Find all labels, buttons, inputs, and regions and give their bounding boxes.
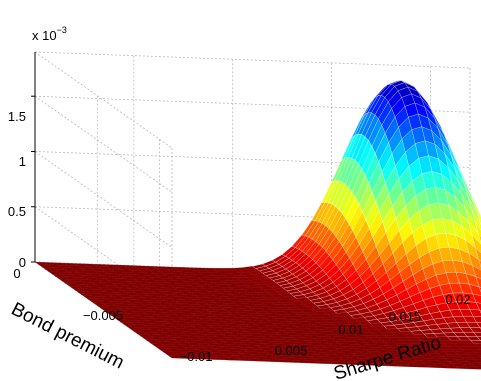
grid-line: [34, 206, 471, 224]
x-tick-label: 0.02: [445, 292, 470, 307]
grid-line: [34, 51, 173, 149]
z-tick-label: 1.5: [8, 109, 26, 124]
surface-patch: [477, 362, 481, 365]
surface-patch: [474, 359, 481, 363]
surface-patch: [471, 364, 481, 368]
y-tick-label: −0.01: [180, 349, 213, 364]
z-tick-label: 0.5: [8, 204, 26, 219]
y-tick-label: 0: [13, 266, 20, 281]
surface-patch: [470, 357, 481, 361]
surface-patch: [476, 322, 481, 328]
x-tick-label: 0.015: [389, 309, 422, 324]
surface-patch: [472, 316, 481, 323]
x-tick-label: 0.01: [338, 322, 363, 337]
surface-patch: [472, 293, 481, 304]
grid-line: [34, 95, 173, 193]
surface: [34, 80, 481, 370]
grid-line: [34, 151, 173, 248]
surface-patch: [471, 195, 481, 218]
surface-patch: [475, 247, 481, 262]
grid-line: [34, 95, 471, 113]
surface-patch: [474, 221, 481, 238]
grid-line: [34, 151, 471, 168]
z-tick-label: 1: [19, 154, 26, 169]
z-tick-label: 0: [19, 255, 26, 270]
surface-patch: [477, 354, 481, 358]
surface-patch: [471, 234, 481, 253]
surface-patch: [473, 343, 481, 348]
surface-patch: [474, 366, 481, 370]
exponent-label: x 10−3: [32, 25, 67, 43]
surface-patch: [476, 336, 481, 341]
x-tick-label: 0.005: [275, 343, 308, 358]
surface-patch: [478, 233, 481, 244]
surface-patch: [474, 204, 481, 221]
surface-patch: [475, 302, 481, 311]
y-tick-label: −0.005: [83, 308, 123, 323]
surface-patch: [477, 214, 481, 225]
surface-patch: [476, 346, 481, 350]
surface-patch: [471, 209, 481, 231]
tick-labels: x 10−3 0 0.5 1 1.5 0 −0.005 −0.01 0.005 …: [8, 25, 471, 364]
surface-patch: [475, 276, 481, 288]
surface-patch: [473, 352, 481, 356]
grid-line: [34, 51, 471, 69]
surface-patch: [472, 265, 481, 280]
surface-patch: [478, 259, 481, 268]
surface-patch: [473, 332, 481, 337]
